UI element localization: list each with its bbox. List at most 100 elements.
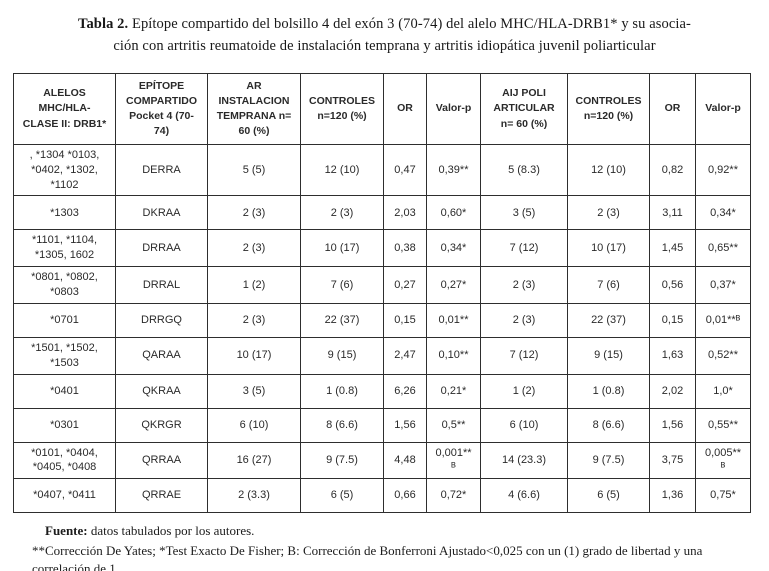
table-cell: 1 (2)	[207, 266, 301, 304]
table-cell: 0,47	[383, 143, 427, 197]
table-cell: 5 (5)	[207, 143, 301, 197]
table-cell: 7 (12)	[480, 336, 568, 375]
table-cell: *0801, *0802, *0803	[13, 266, 116, 304]
table-cell: 10 (17)	[567, 229, 650, 268]
table-footer: Fuente: datos tabulados por los autores.…	[0, 523, 769, 571]
table-cell: 8 (6.6)	[567, 407, 650, 443]
table-cell: QRRAA	[115, 441, 208, 480]
table-cell: 0,01**ᴮ	[695, 302, 751, 338]
table-cell: 0,005** ᴮ	[695, 441, 751, 480]
table-row: *0801, *0802, *0803 DRRAL 1 (2) 7 (6) 0,27 0,…	[13, 266, 751, 304]
table-cell: 1,63	[649, 336, 696, 375]
table-cell: 0,56	[649, 266, 696, 304]
table-cell: 7 (12)	[480, 229, 568, 268]
column-header: CONTROLES n=120 (%)	[300, 72, 384, 145]
table-cell: *0407, *0411	[13, 478, 116, 514]
column-header: OR	[649, 72, 696, 145]
header-row: ALELOS MHC/HLA- CLASE II: DRB1* EPÍTOPE C…	[13, 72, 751, 145]
table-row: *0101, *0404, *0405, *0408 QRRAA 16 (27) 9 …	[13, 441, 751, 480]
table-cell: 0,34*	[426, 229, 481, 268]
table-cell: 0,34*	[695, 195, 751, 231]
table-row: *1303 DKRAA 2 (3) 2 (3) 2,03 0,60* 3 (5) 2 (3) 3…	[13, 195, 751, 231]
table-cell: 0,21*	[426, 373, 481, 409]
table-cell: 14 (23.3)	[480, 441, 568, 480]
column-header: Valor-p	[426, 72, 481, 145]
table-cell: 1,45	[649, 229, 696, 268]
table-cell: *0701	[13, 302, 116, 338]
table-title-line2: ción con artritis reumatoide de instalac…	[113, 38, 656, 55]
table-cell: 2,03	[383, 195, 427, 231]
epitope-table: ALELOS MHC/HLA- CLASE II: DRB1* EPÍTOPE C…	[13, 72, 751, 514]
table-cell: 0,01**	[426, 302, 481, 338]
table-cell: 7 (6)	[567, 266, 650, 304]
table-cell: 0,82	[649, 143, 696, 197]
table-row: , *1304 *0103, *0402, *1302, *1102 DERRA 5…	[13, 143, 751, 197]
table-cell: *0101, *0404, *0405, *0408	[13, 441, 116, 480]
table-cell: 10 (17)	[300, 229, 384, 268]
table-cell: 1,56	[649, 407, 696, 443]
table-cell: 2 (3)	[207, 229, 301, 268]
table-cell: 0,37*	[695, 266, 751, 304]
table-row: *1501, *1502, *1503 QARAA 10 (17) 9 (15) 2,4…	[13, 336, 751, 375]
table-cell: 0,75*	[695, 478, 751, 514]
table-cell: DRRGQ	[115, 302, 208, 338]
table-cell: *0301	[13, 407, 116, 443]
table-cell: 0,66	[383, 478, 427, 514]
table-cell: 0,55**	[695, 407, 751, 443]
table-cell: 0,001** ᴮ	[426, 441, 481, 480]
table-cell: 6,26	[383, 373, 427, 409]
table-cell: 6 (5)	[567, 478, 650, 514]
table-cell: 3 (5)	[480, 195, 568, 231]
column-header: ALELOS MHC/HLA- CLASE II: DRB1*	[13, 72, 116, 145]
source-label: Fuente:	[45, 523, 88, 539]
table-cell: 2 (3)	[480, 302, 568, 338]
table-cell: 0,5**	[426, 407, 481, 443]
table-cell: 2,02	[649, 373, 696, 409]
table-cell: 9 (7.5)	[567, 441, 650, 480]
table-cell: 12 (10)	[300, 143, 384, 197]
table-cell: 6 (10)	[480, 407, 568, 443]
table-cell: 3 (5)	[207, 373, 301, 409]
table-cell: 1 (2)	[480, 373, 568, 409]
table-cell: 8 (6.6)	[300, 407, 384, 443]
column-header: AIJ POLI ARTICULAR n= 60 (%)	[480, 72, 568, 145]
table-cell: 9 (15)	[567, 336, 650, 375]
table-cell: 2 (3)	[300, 195, 384, 231]
table-cell: 9 (7.5)	[300, 441, 384, 480]
table-cell: 3,75	[649, 441, 696, 480]
table-cell: 1,0*	[695, 373, 751, 409]
footnote: **Corrección De Yates; *Test Exacto De F…	[32, 543, 703, 571]
table-cell: 0,60*	[426, 195, 481, 231]
column-header: OR	[383, 72, 427, 145]
table-cell: 6 (10)	[207, 407, 301, 443]
table-title: Tabla 2. Epítope compartido del bolsillo…	[30, 13, 739, 58]
table-row: *0407, *0411 QRRAE 2 (3.3) 6 (5) 0,66 0,72* 4 …	[13, 478, 751, 514]
table-cell: 7 (6)	[300, 266, 384, 304]
table-cell: 1,36	[649, 478, 696, 514]
table-cell: 12 (10)	[567, 143, 650, 197]
table-cell: DERRA	[115, 143, 208, 197]
table-cell: DRRAL	[115, 266, 208, 304]
table-title-line1: Tabla 2. Epítope compartido del bolsillo…	[30, 13, 739, 35]
table-cell: DRRAA	[115, 229, 208, 268]
table-cell: 1 (0.8)	[300, 373, 384, 409]
table-cell: 10 (17)	[207, 336, 301, 375]
table-cell: 2 (3.3)	[207, 478, 301, 514]
table-cell: 22 (37)	[300, 302, 384, 338]
table-cell: 0,72*	[426, 478, 481, 514]
table-cell: 6 (5)	[300, 478, 384, 514]
table-cell: 0,27*	[426, 266, 481, 304]
table-cell: *1303	[13, 195, 116, 231]
table-cell: QARAA	[115, 336, 208, 375]
column-header: EPÍTOPE COMPARTIDO Pocket 4 (70- 74)	[115, 72, 208, 145]
source-line: Fuente: datos tabulados por los autores.	[45, 523, 769, 539]
table-row: *1101, *1104, *1305, 1602 DRRAA 2 (3) 10 (1…	[13, 229, 751, 268]
table-cell: 2 (3)	[480, 266, 568, 304]
table-cell: 9 (15)	[300, 336, 384, 375]
table-cell: 1,56	[383, 407, 427, 443]
table-cell: QKRGR	[115, 407, 208, 443]
table-cell: 16 (27)	[207, 441, 301, 480]
table-cell: *0401	[13, 373, 116, 409]
column-header: AR INSTALACION TEMPRANA n= 60 (%)	[207, 72, 301, 145]
table-title-number: Tabla 2.	[78, 16, 129, 32]
